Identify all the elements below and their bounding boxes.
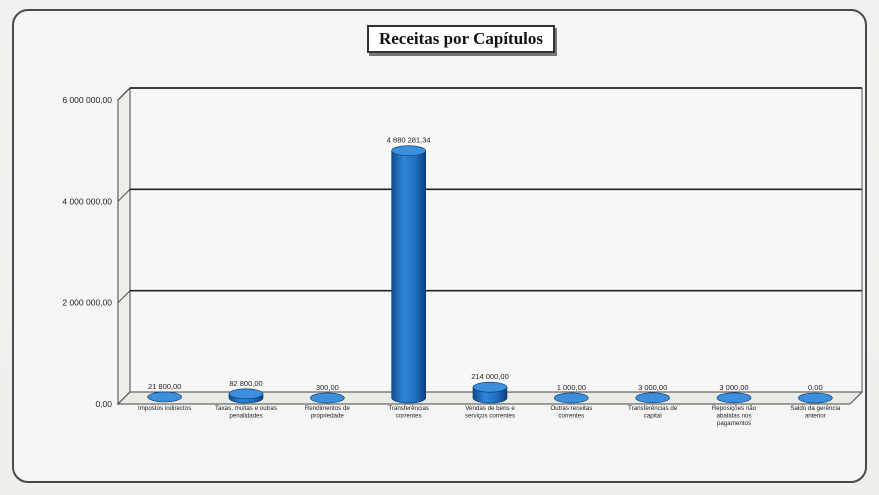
bar-cap xyxy=(635,392,670,404)
y-tick-label: 6 000 000,00 xyxy=(62,95,112,105)
chart-axes: 0,00 2 000 000,00 4 000 000,00 6 000 000,00 xyxy=(62,86,864,409)
x-tick-label: Transferências de capital xyxy=(628,405,678,420)
data-label: 1 000,00 xyxy=(557,383,586,392)
data-label: 82 800,00 xyxy=(229,379,262,388)
data-label: 300,00 xyxy=(316,383,339,392)
x-tick-label: Transferências correntes xyxy=(388,405,429,420)
data-label: 214 000,00 xyxy=(471,372,509,381)
data-label: 21 800,00 xyxy=(148,382,181,391)
x-tick-label: Reposições não abatidas nos pagamentos xyxy=(712,405,757,427)
x-tick-label: Outras receitas correntes xyxy=(550,405,592,420)
side-wall xyxy=(117,86,131,406)
x-tick-label: Vendas de bens e serviços correntes xyxy=(465,405,515,420)
bar-cap xyxy=(147,391,182,403)
bar-cap xyxy=(228,388,264,400)
chart-labels: 21 800,00 Impostos indirectos 82 800,00 Tax… xyxy=(138,136,841,427)
x-tick-label: Rendimentos de propriedade xyxy=(305,405,351,420)
data-label: 4 880 281,34 xyxy=(387,136,431,145)
x-tick-label: Taxas, multas e outras penalidades xyxy=(215,405,277,420)
data-label: 3 000,00 xyxy=(719,383,748,392)
y-tick-label: 2 000 000,00 xyxy=(62,298,112,308)
gridline-side xyxy=(117,188,131,202)
bar-cap xyxy=(716,392,752,404)
bar-cap xyxy=(554,392,589,404)
bar-cap xyxy=(391,145,426,157)
plot-area xyxy=(130,88,862,392)
x-tick-label: Saldo da gerência anterior xyxy=(790,405,840,420)
x-tick-label: Impostos indirectos xyxy=(138,405,191,412)
chart-bars xyxy=(147,145,833,404)
bar-cap xyxy=(798,392,833,404)
bar-cap xyxy=(472,381,508,393)
gridline-side xyxy=(117,290,131,304)
y-tick-label: 0,00 xyxy=(95,399,112,409)
gridline-side xyxy=(117,87,131,101)
data-label: 0,00 xyxy=(808,383,823,392)
bar-cap xyxy=(310,392,345,404)
data-label: 3 000,00 xyxy=(638,383,667,392)
chart-title: Receitas por Capítulos xyxy=(367,25,555,53)
y-tick-label: 4 000 000,00 xyxy=(62,196,112,206)
bar xyxy=(391,150,426,404)
